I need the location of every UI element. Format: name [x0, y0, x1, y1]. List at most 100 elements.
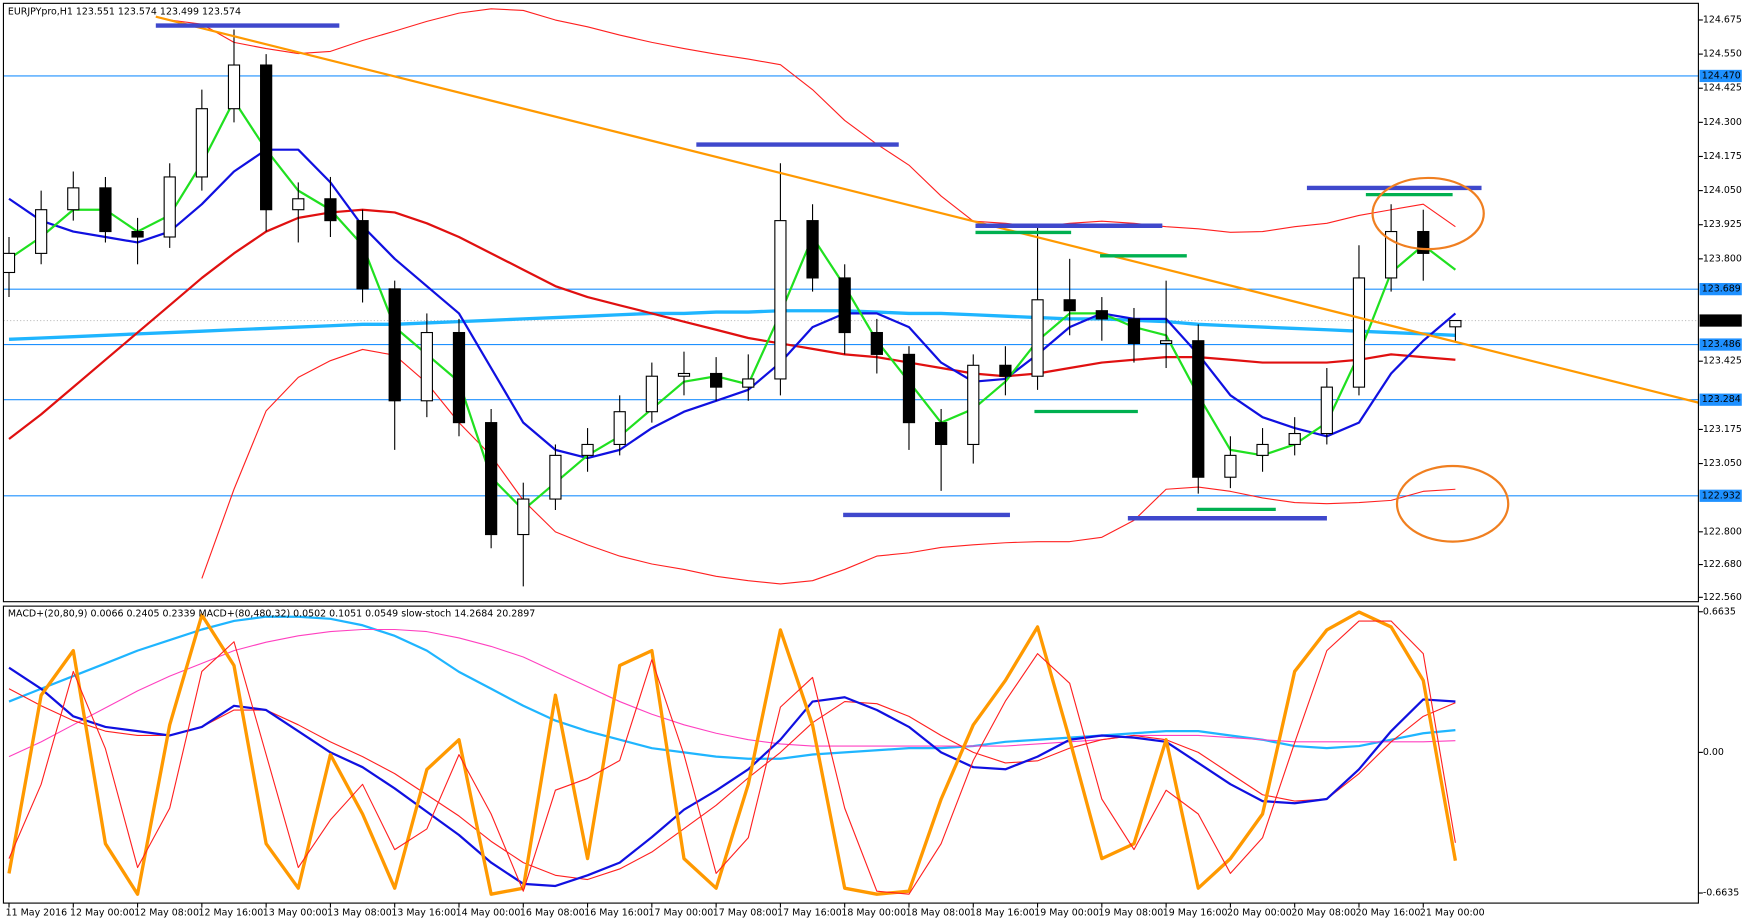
candle-body: [645, 375, 658, 413]
candle-body: [742, 378, 755, 388]
indicator-title: MACD+(20,80,9) 0.0066 0.2405 0.2339 MACD…: [8, 608, 535, 619]
x-tick-label: 16 May 08:00: [520, 908, 585, 919]
chart-title: EURJPYpro,H1 123.551 123.574 123.499 123…: [8, 7, 241, 18]
series-line: [8, 148, 1457, 460]
candle-body: [227, 64, 241, 110]
level-tag: [1699, 393, 1742, 406]
x-tick-label: 13 May 00:00: [263, 908, 328, 919]
x-tick-label: 20 May 00:00: [1227, 908, 1292, 919]
candle-body: [1352, 277, 1366, 388]
candle-body: [677, 372, 691, 377]
candle-body: [838, 277, 851, 334]
x-tick-label: 20 May 08:00: [1291, 908, 1356, 919]
level-tag: [1699, 338, 1742, 351]
series-line: [8, 620, 1456, 895]
y-tick-label: 123.175: [1703, 424, 1742, 435]
level-label: 123.284: [1702, 394, 1741, 405]
y-tick-label: 122.560: [1703, 592, 1742, 603]
candle-body: [131, 230, 144, 238]
x-tick-label: 13 May 16:00: [391, 908, 456, 919]
x-tick-label: 21 May 00:00: [1420, 908, 1485, 919]
candle-body: [1095, 310, 1108, 320]
series-line: [8, 309, 1456, 341]
price-plot: [3, 8, 1699, 587]
candle-body: [774, 220, 787, 380]
x-tick-label: 18 May 00:00: [841, 908, 906, 919]
x-tick-label: 12 May 00:00: [70, 908, 135, 919]
x-tick-label: 12 May 16:00: [199, 908, 264, 919]
y-tick-label: 124.175: [1703, 151, 1742, 162]
candle-body: [67, 187, 80, 211]
candle-body: [1417, 230, 1430, 254]
candle-body: [935, 422, 948, 446]
x-tick-label: 19 May 16:00: [1163, 908, 1228, 919]
y-tick-label: 124.425: [1703, 83, 1742, 94]
candle-body: [99, 187, 112, 233]
candle-body: [485, 422, 498, 536]
y-tick-label: 123.050: [1703, 458, 1742, 469]
candle-body: [420, 331, 433, 402]
price-label: 123.574: [1702, 315, 1741, 326]
candle-body: [324, 198, 337, 222]
trend-line: [155, 15, 1699, 404]
candle-body: [1224, 454, 1237, 478]
candle-body: [870, 331, 883, 355]
x-tick-label: 19 May 00:00: [1034, 908, 1099, 919]
series-line: [8, 99, 1457, 512]
y-tick-label: 123.425: [1703, 356, 1742, 367]
candle-body: [613, 411, 626, 446]
candle-body: [1288, 432, 1301, 446]
price-frame: [2, 2, 1699, 603]
level-tag: [1699, 69, 1742, 83]
drawings: [155, 15, 1699, 543]
x-tick-label: 12 May 08:00: [134, 908, 199, 919]
candle-body: [1256, 443, 1269, 456]
series-line: [8, 628, 1456, 758]
y-tick-label: -0.6635: [1703, 888, 1739, 899]
candle-body: [517, 498, 530, 536]
x-tick-label: 16 May 16:00: [584, 908, 649, 919]
series-line: [201, 348, 1456, 585]
candle-body: [1320, 386, 1333, 435]
x-tick-label: 19 May 08:00: [1098, 908, 1163, 919]
candle-body: [452, 331, 466, 424]
price-tag: [1699, 314, 1742, 327]
candle-body: [967, 364, 980, 446]
candle-body: [1031, 299, 1044, 377]
candle-body: [1384, 230, 1398, 279]
highlight-ellipse: [1395, 464, 1510, 543]
y-tick-label: 123.925: [1703, 219, 1742, 230]
candle-body: [999, 364, 1012, 377]
candle-body: [1449, 319, 1462, 328]
x-tick-label: 14 May 00:00: [456, 908, 521, 919]
candle-body: [710, 372, 723, 388]
series-line: [8, 688, 1456, 881]
level-label: 123.689: [1702, 284, 1741, 295]
x-tick-label: 17 May 08:00: [713, 908, 778, 919]
candle-body: [1127, 318, 1141, 345]
candle-body: [549, 454, 562, 500]
candle-body: [356, 220, 369, 290]
x-tick-label: 18 May 16:00: [970, 908, 1035, 919]
y-tick-label: 0.00: [1703, 747, 1724, 758]
candle-body: [902, 353, 916, 424]
y-tick-label: 122.800: [1703, 526, 1742, 537]
candle-body: [292, 198, 305, 211]
y-tick-label: 124.675: [1703, 14, 1742, 25]
blue-levels: [155, 23, 1482, 521]
candle-body: [260, 64, 273, 211]
x-tick-label: 17 May 00:00: [649, 908, 714, 919]
y-tick-label: 124.550: [1703, 49, 1742, 60]
candle-body: [1192, 340, 1205, 478]
candle-body: [388, 288, 401, 402]
y-tick-label: 124.300: [1703, 117, 1742, 128]
series-line: [169, 8, 1456, 233]
x-tick-label: 20 May 16:00: [1356, 908, 1421, 919]
candle-body: [1063, 299, 1076, 312]
candle-body: [163, 176, 176, 238]
series-line: [8, 666, 1456, 888]
candle-body: [195, 108, 208, 178]
